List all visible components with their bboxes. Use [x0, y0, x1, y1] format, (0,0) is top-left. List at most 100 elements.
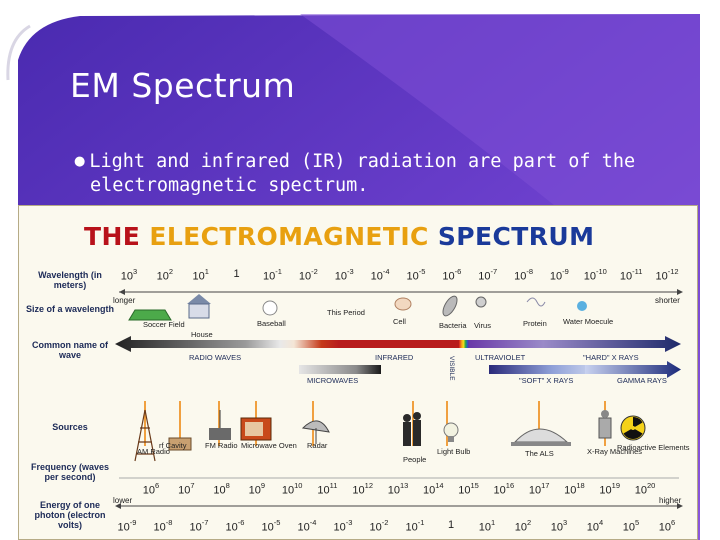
protein-icon — [526, 297, 546, 307]
source-am-radio: AM Radio — [137, 447, 170, 456]
frequency-tick: 1013 — [388, 481, 409, 497]
xray-machine-icon — [598, 410, 612, 439]
bullet-mark-icon: ● — [74, 154, 86, 169]
size-this-period: This Period — [327, 308, 365, 317]
energy-higher-label: higher — [659, 496, 682, 505]
wavelength-tick-exponent: -10 — [595, 267, 607, 276]
size-protein: Protein — [523, 319, 547, 328]
energy-tick-base: 10 — [478, 521, 492, 534]
energy-tick-base: 10 — [189, 521, 202, 534]
soccer-field-icon — [128, 309, 172, 321]
wavelength-tick-base: 10 — [655, 270, 668, 283]
source-microwave-oven: Microwave Oven — [241, 441, 297, 450]
wavelength-tick-base: 10 — [334, 270, 347, 283]
house-icon — [187, 294, 211, 319]
radar-dish-icon — [301, 420, 330, 444]
soft-xrays-bar — [489, 365, 615, 374]
rf-cavity-icon — [168, 437, 192, 451]
energy-tick: 103 — [551, 518, 567, 534]
size-water-molecule: Water Moecule — [563, 317, 614, 326]
energy-tick: 102 — [514, 518, 531, 534]
wavelength-tick-base: 10 — [156, 270, 169, 283]
wavelength-tick: 10-8 — [514, 267, 533, 283]
wavelength-tick: 10-2 — [299, 267, 318, 283]
row-label-wavelength: Wavelength (in meters) — [38, 270, 102, 290]
energy-tick: 1 — [448, 519, 454, 531]
energy-tick-base: 10 — [369, 521, 382, 534]
radioactive-icon — [620, 415, 646, 441]
bullet-line-1: Light and infrared (IR) radiation are pa… — [89, 151, 636, 172]
row-label-sources: Sources — [52, 422, 88, 432]
energy-tick: 10-4 — [297, 518, 317, 534]
frequency-tick: 106 — [142, 481, 160, 497]
source-fm-radio: FM Radio — [205, 441, 238, 450]
frequency-tick: 1016 — [494, 481, 515, 497]
energy-tick-base: 10 — [153, 521, 166, 534]
wavelength-tick-base: 10 — [442, 270, 455, 283]
bacteria-icon — [442, 295, 458, 317]
wavelength-tick: 10-10 — [583, 267, 607, 283]
wavelength-tick-exponent: -3 — [346, 267, 354, 276]
frequency-tick-exponent: 16 — [505, 481, 515, 490]
row-label-common-name: Common name of wave — [31, 340, 108, 360]
frequency-tick-exponent: 14 — [435, 481, 444, 490]
energy-tick-base: 10 — [514, 521, 528, 534]
frequency-tick-base: 10 — [422, 484, 436, 497]
figure-title-part3: SPECTRUM — [437, 222, 595, 251]
energy-tick: 10-9 — [117, 518, 137, 534]
wavelength-tick: 103 — [121, 267, 137, 283]
frequency-tick-exponent: 6 — [155, 481, 160, 490]
figure-title-part1: THE — [84, 222, 150, 251]
wavelength-tick-base: 10 — [478, 270, 491, 283]
size-soccer-field: Soccer Field — [143, 320, 185, 329]
energy-tick-exponent: 1 — [491, 518, 496, 527]
wavelength-tick-base: 10 — [619, 270, 633, 283]
wavelength-tick-base: 10 — [406, 270, 419, 283]
size-house: House — [191, 330, 213, 339]
energy-tick-base: 1 — [447, 519, 455, 531]
baseball-icon — [262, 300, 278, 316]
energy-tick-exponent: 5 — [635, 518, 640, 527]
uv-xray-bar — [469, 336, 681, 352]
visible-band — [459, 340, 469, 348]
energy-tick-exponent: -6 — [237, 518, 245, 527]
energy-tick-base: 10 — [297, 521, 310, 534]
wavelength-tick-exponent: -7 — [490, 267, 498, 276]
wavelength-tick-base: 1 — [233, 268, 240, 280]
energy-tick-exponent: 6 — [671, 518, 676, 527]
frequency-tick-exponent: 10 — [294, 481, 303, 490]
frequency-tick-base: 10 — [178, 484, 191, 497]
energy-tick: 10-7 — [189, 518, 209, 534]
wave-infrared-label: INFRARED — [375, 353, 414, 362]
energy-tick-base: 10 — [225, 521, 238, 534]
energy-tick-exponent: -8 — [165, 518, 173, 527]
size-virus: Virus — [474, 321, 491, 330]
water-molecule-icon — [577, 301, 587, 311]
source-radioactive-elements: Radioactive Elements — [617, 443, 690, 452]
frequency-tick: 1011 — [317, 481, 337, 497]
wavelength-tick: 10-3 — [334, 267, 354, 283]
energy-tick-base: 10 — [333, 521, 346, 534]
energy-tick-base: 10 — [117, 521, 130, 534]
wavelength-tick-base: 10 — [192, 270, 205, 283]
frequency-tick-base: 10 — [248, 484, 261, 497]
wavelength-tick-exponent: -8 — [526, 267, 533, 276]
wave-gamma-label: GAMMA RAYS — [617, 376, 667, 385]
frequency-tick: 108 — [213, 481, 229, 497]
frequency-tick-base: 10 — [142, 484, 156, 497]
people-icon — [403, 412, 421, 446]
energy-tick-exponent: -1 — [417, 518, 425, 527]
cell-icon — [394, 297, 412, 311]
spectrum-graphics — [115, 289, 683, 509]
size-longer-label: longer — [113, 296, 136, 305]
frequency-tick-base: 10 — [564, 484, 577, 497]
frequency-tick: 1012 — [352, 481, 373, 497]
frequency-tick-exponent: 12 — [364, 481, 373, 490]
wavelength-tick-base: 10 — [583, 270, 596, 283]
frequency-tick-base: 10 — [634, 484, 647, 497]
energy-lower-label: lower — [113, 496, 133, 505]
wavelength-tick: 101 — [192, 267, 209, 283]
source-the-als: The ALS — [525, 449, 554, 458]
wave-radio-label: RADIO WAVES — [189, 353, 242, 362]
